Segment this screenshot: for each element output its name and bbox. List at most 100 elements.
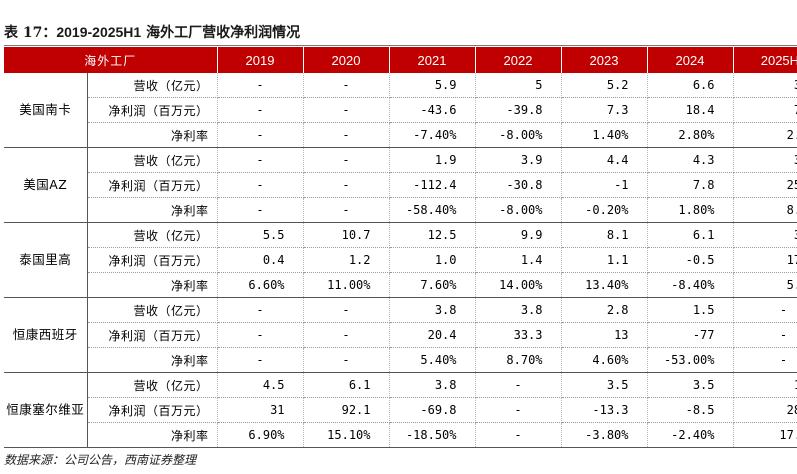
value-cell: 31 [217,397,304,423]
value-cell: - [217,347,304,373]
value-cell: - [303,73,390,98]
value-cell: -2.40% [647,422,734,448]
value-cell: 3.9 [475,147,562,173]
value-cell: 17.5 [733,247,797,273]
value-cell: 15.10% [303,422,390,448]
value-cell: 1.0 [389,247,476,273]
value-cell: -77 [647,322,734,348]
value-cell: - [303,347,390,373]
metric-label: 净利率 [87,272,218,298]
metric-label: 营收（亿元） [87,222,218,248]
metric-label: 净利率 [87,422,218,448]
group-label: 美国南卡 [4,73,88,148]
value-cell: 3.5 [647,372,734,398]
value-cell: -43.6 [389,97,476,123]
value-cell: 18.4 [647,97,734,123]
value-cell: 3.8 [389,297,476,323]
value-cell: 5 [475,73,562,98]
value-cell: 17.2% [733,422,797,448]
value-cell: -1 [561,172,648,198]
value-cell: -8.5 [647,397,734,423]
value-cell: - [217,172,304,198]
table-row: 净利率6.60%11.00%7.60%14.00%13.40%-8.40%5.4… [4,272,797,298]
value-cell: 25.1 [733,172,797,198]
value-cell: -0.20% [561,197,648,223]
value-cell: 1.1 [561,247,648,273]
title-rule [4,45,797,46]
value-cell: -69.8 [389,397,476,423]
value-cell: 1.80% [647,197,734,223]
value-cell: -3.80% [561,422,648,448]
header-row: 海外工厂 2019 2020 2021 2022 2023 2024 2025H… [4,47,797,73]
metric-label: 净利润（百万元） [87,247,218,273]
table-row: 净利润（百万元）---43.6-39.87.318.47.4 [4,97,797,123]
value-cell: - [303,172,390,198]
metric-label: 净利率 [87,197,218,223]
value-cell: - [475,422,562,448]
value-cell: -30.8 [475,172,562,198]
value-cell: 5.9 [389,73,476,98]
metric-label: 净利润（百万元） [87,322,218,348]
value-cell: 5.2 [561,73,648,98]
value-cell: 4.60% [561,347,648,373]
value-cell: 13.40% [561,272,648,298]
value-cell: 2.80% [647,122,734,148]
value-cell: 8.3% [733,197,797,223]
table-title: 表 17：2019-2025H1 海外工厂营收净利润情况 [4,22,300,42]
value-cell: 1.40% [561,122,648,148]
value-cell: - [217,122,304,148]
value-cell: 7.8 [647,172,734,198]
value-cell: 9.9 [475,222,562,248]
value-cell: - [475,372,562,398]
value-cell: 11.00% [303,272,390,298]
value-cell: 8.1 [561,222,648,248]
metric-label: 净利润（百万元） [87,97,218,123]
metric-label: 净利润（百万元） [87,397,218,423]
source-note: 数据来源：公司公告，西南证券整理 [4,453,197,467]
table-row: 净利率---58.40%-8.00%-0.20%1.80%8.3% [4,197,797,223]
value-cell: -8.00% [475,122,562,148]
value-cell: 1.9 [389,147,476,173]
value-cell: 33.3 [475,322,562,348]
value-cell: 6.90% [217,422,304,448]
value-cell: - [733,347,797,373]
value-cell: - [303,297,390,323]
value-cell: 13 [561,322,648,348]
table-title-text: 海外工厂营收净利润情况 [141,25,301,41]
value-cell: - [733,322,797,348]
overseas-factory-table: 海外工厂 2019 2020 2021 2022 2023 2024 2025H… [4,47,797,448]
value-cell: - [217,73,304,98]
header-cell: 2025H1 [733,47,797,73]
value-cell: -8.40% [647,272,734,298]
value-cell: - [217,297,304,323]
value-cell: 6.6 [647,73,734,98]
value-cell: - [475,397,562,423]
table-row: 净利率 - -5.40% 8.70% 4.60% -53.00% - [4,347,797,373]
value-cell: 5.40% [389,347,476,373]
group-label: 泰国里高 [4,222,88,298]
table-body: 美国南卡营收（亿元）--5.955.26.63.8净利润（百万元）---43.6… [4,73,797,448]
value-cell: - [303,147,390,173]
value-cell: -7.40% [389,122,476,148]
table-row: 净利润（百万元）---112.4-30.8-17.825.1 [4,172,797,198]
value-cell: - [217,97,304,123]
value-cell: 6.1 [647,222,734,248]
value-cell: 7.4 [733,97,797,123]
value-cell: 3.8 [475,297,562,323]
value-cell: - [303,97,390,123]
value-cell: 3.8 [733,73,797,98]
value-cell: -18.50% [389,422,476,448]
value-cell: 2.8 [561,297,648,323]
table-row: 净利润（百万元）0.41.21.01.41.1-0.517.5 [4,247,797,273]
value-cell: 1.2 [303,247,390,273]
value-cell: - [303,122,390,148]
value-cell: 4.4 [561,147,648,173]
value-cell: -13.3 [561,397,648,423]
value-cell: -39.8 [475,97,562,123]
header-cell: 2019 [217,47,304,73]
value-cell: 28.1 [733,397,797,423]
value-cell: -53.00% [647,347,734,373]
